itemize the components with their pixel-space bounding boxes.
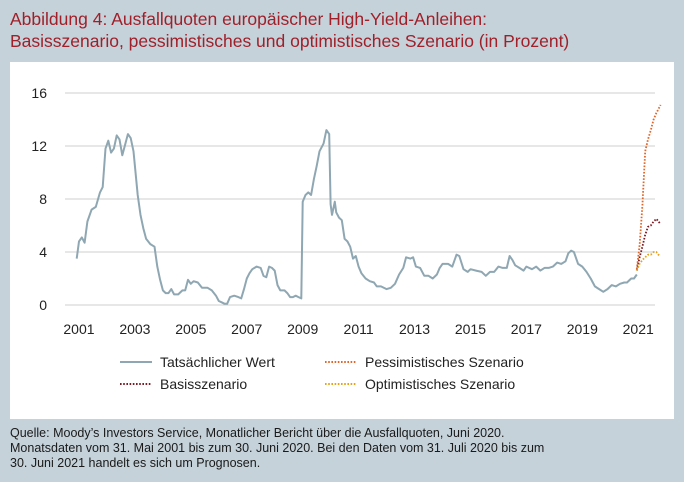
gridlines [65, 92, 655, 306]
series-line-2 [635, 218, 662, 271]
x-axis-ticks: 2001 2003 2005 2007 2009 2011 2013 2015 2017 2019… [63, 321, 654, 337]
y-tick-label: 8 [39, 191, 47, 207]
series-line-0 [75, 129, 638, 305]
chart-title-line-2: Basisszenario, pessimistisches und optim… [10, 31, 570, 51]
y-tick-label: 4 [39, 244, 47, 260]
chart-title: Abbildung 4: Ausfallquoten europäischer … [10, 8, 678, 52]
x-tick-label: 2009 [287, 321, 318, 337]
line-chart: 0 4 8 12 16 2001 2003 2005 2007 2009 2011 2013 2015… [31, 85, 662, 392]
x-tick-label: 2011 [344, 321, 374, 337]
source-line-2: Monatsdaten vom 31. Mai 2001 bis zum 30.… [10, 441, 545, 455]
x-tick-label: 2001 [63, 321, 94, 337]
source-line-3: 30. Juni 2021 handelt es sich um Prognos… [10, 456, 261, 470]
legend-label: Optimistisches Szenario [365, 376, 515, 392]
x-tick-label: 2005 [175, 321, 206, 337]
legend-label: Tatsächlicher Wert [160, 354, 275, 370]
x-tick-label: 2019 [567, 321, 598, 337]
x-tick-label: 2013 [399, 321, 430, 337]
y-axis-ticks: 0 4 8 12 16 [31, 85, 47, 313]
x-tick-label: 2003 [119, 321, 150, 337]
chart-title-line-1: Abbildung 4: Ausfallquoten europäischer … [10, 9, 488, 29]
legend-label: Pessimistisches Szenario [365, 354, 524, 370]
source-line-1: Quelle: Moody’s Investors Service, Monat… [10, 426, 505, 440]
series-line-1 [635, 104, 662, 270]
x-tick-label: 2021 [623, 321, 654, 337]
x-tick-label: 2017 [511, 321, 542, 337]
legend: Tatsächlicher Wert Pessimistisches Szenar… [120, 354, 524, 392]
legend-label: Basisszenario [160, 376, 247, 392]
y-tick-label: 16 [31, 85, 47, 101]
series-lines [75, 104, 662, 305]
x-tick-label: 2015 [455, 321, 486, 337]
series-line-3 [635, 251, 662, 271]
x-tick-label: 2007 [231, 321, 262, 337]
y-tick-label: 12 [31, 138, 47, 154]
chart-panel: 0 4 8 12 16 2001 2003 2005 2007 2009 2011 2013 2015… [10, 62, 674, 419]
source-note: Quelle: Moody’s Investors Service, Monat… [10, 426, 678, 471]
y-tick-label: 0 [39, 297, 47, 313]
